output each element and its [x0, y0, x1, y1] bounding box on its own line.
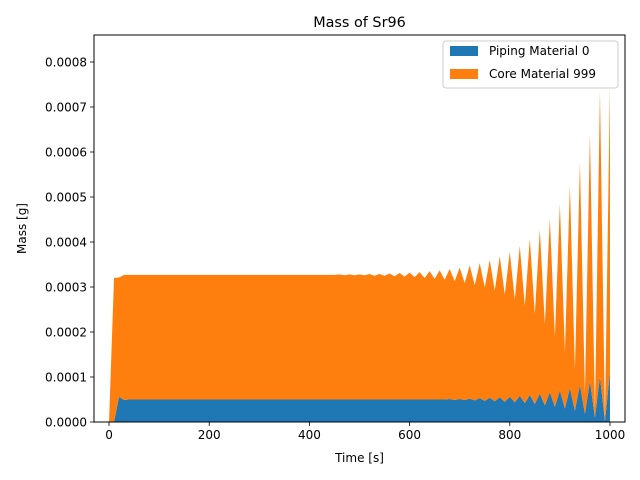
y-tick-label: 0.0003: [45, 280, 87, 294]
axes-frame: [93, 34, 626, 423]
y-tick-label: 0.0000: [45, 415, 87, 429]
legend-label: Core Material 999: [489, 67, 596, 81]
x-tick-label: 1000: [595, 428, 626, 442]
x-axis-ticks: 0 200 400 600 800 1000: [105, 422, 625, 442]
chart-title: Mass of Sr96: [313, 15, 406, 31]
legend-label: Piping Material 0: [489, 44, 590, 58]
y-tick-label: 0.0005: [45, 190, 87, 204]
legend: Piping Material 0 Core Material 999: [442, 40, 619, 89]
y-tick-label: 0.0007: [45, 100, 87, 114]
legend-swatch: [450, 69, 478, 79]
y-tick-label: 0.0006: [45, 145, 87, 159]
x-tick-label: 0: [105, 428, 113, 442]
plot-areas: [109, 85, 610, 423]
y-axis-label: Mass [g]: [15, 203, 29, 254]
legend-swatch: [450, 46, 478, 56]
area-series-1: [109, 85, 610, 423]
y-tick-label: 0.0004: [45, 235, 87, 249]
y-axis-ticks: 0.0000 0.0001 0.0002 0.0003 0.0004 0.0005 0.00…: [45, 55, 94, 429]
x-tick-label: 800: [498, 428, 521, 442]
y-tick-label: 0.0008: [45, 55, 87, 69]
x-tick-label: 400: [298, 428, 321, 442]
x-axis-label: Time [s]: [334, 451, 384, 465]
area-series-0: [109, 372, 610, 422]
x-tick-label: 200: [198, 428, 221, 442]
y-tick-label: 0.0001: [45, 370, 87, 384]
y-tick-label: 0.0002: [45, 325, 87, 339]
x-tick-label: 600: [398, 428, 421, 442]
legend-box: [442, 40, 619, 89]
